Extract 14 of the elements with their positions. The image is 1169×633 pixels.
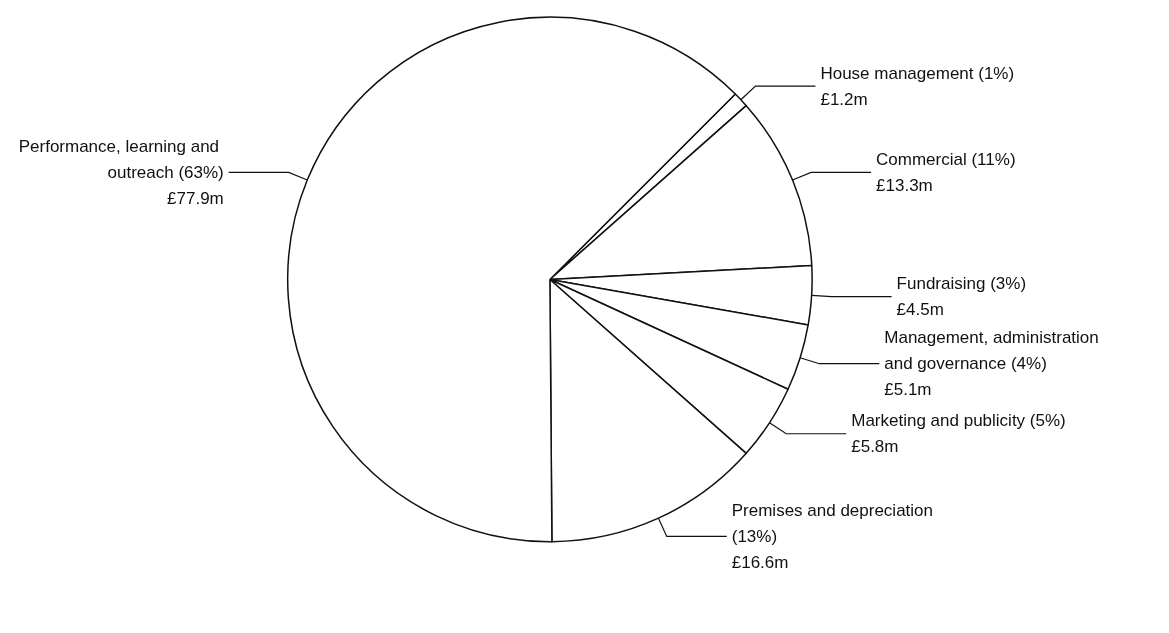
slice-label: Premises and depreciation (13%) (731, 500, 938, 546)
data-label: £5.8m (851, 437, 899, 457)
data-label: £77.9m (167, 188, 224, 208)
data-label: £4.5m (896, 300, 944, 320)
data-label: £16.6m (731, 552, 789, 572)
slice-label: Fundraising (3%) (896, 274, 1027, 294)
data-label: £1.2m (820, 89, 868, 109)
slice-label: Commercial (11%) (876, 149, 1016, 169)
data-label: £5.1m (884, 380, 932, 400)
slice-label: Marketing and publicity (5%) (851, 411, 1066, 431)
slice-label: House management (1%) (820, 63, 1015, 83)
data-label: £13.3m (876, 175, 933, 195)
slice-label: Performance, learning and outreach (63%) (18, 136, 224, 182)
slice-label: Management, administration and governance (4%) (884, 328, 1104, 374)
